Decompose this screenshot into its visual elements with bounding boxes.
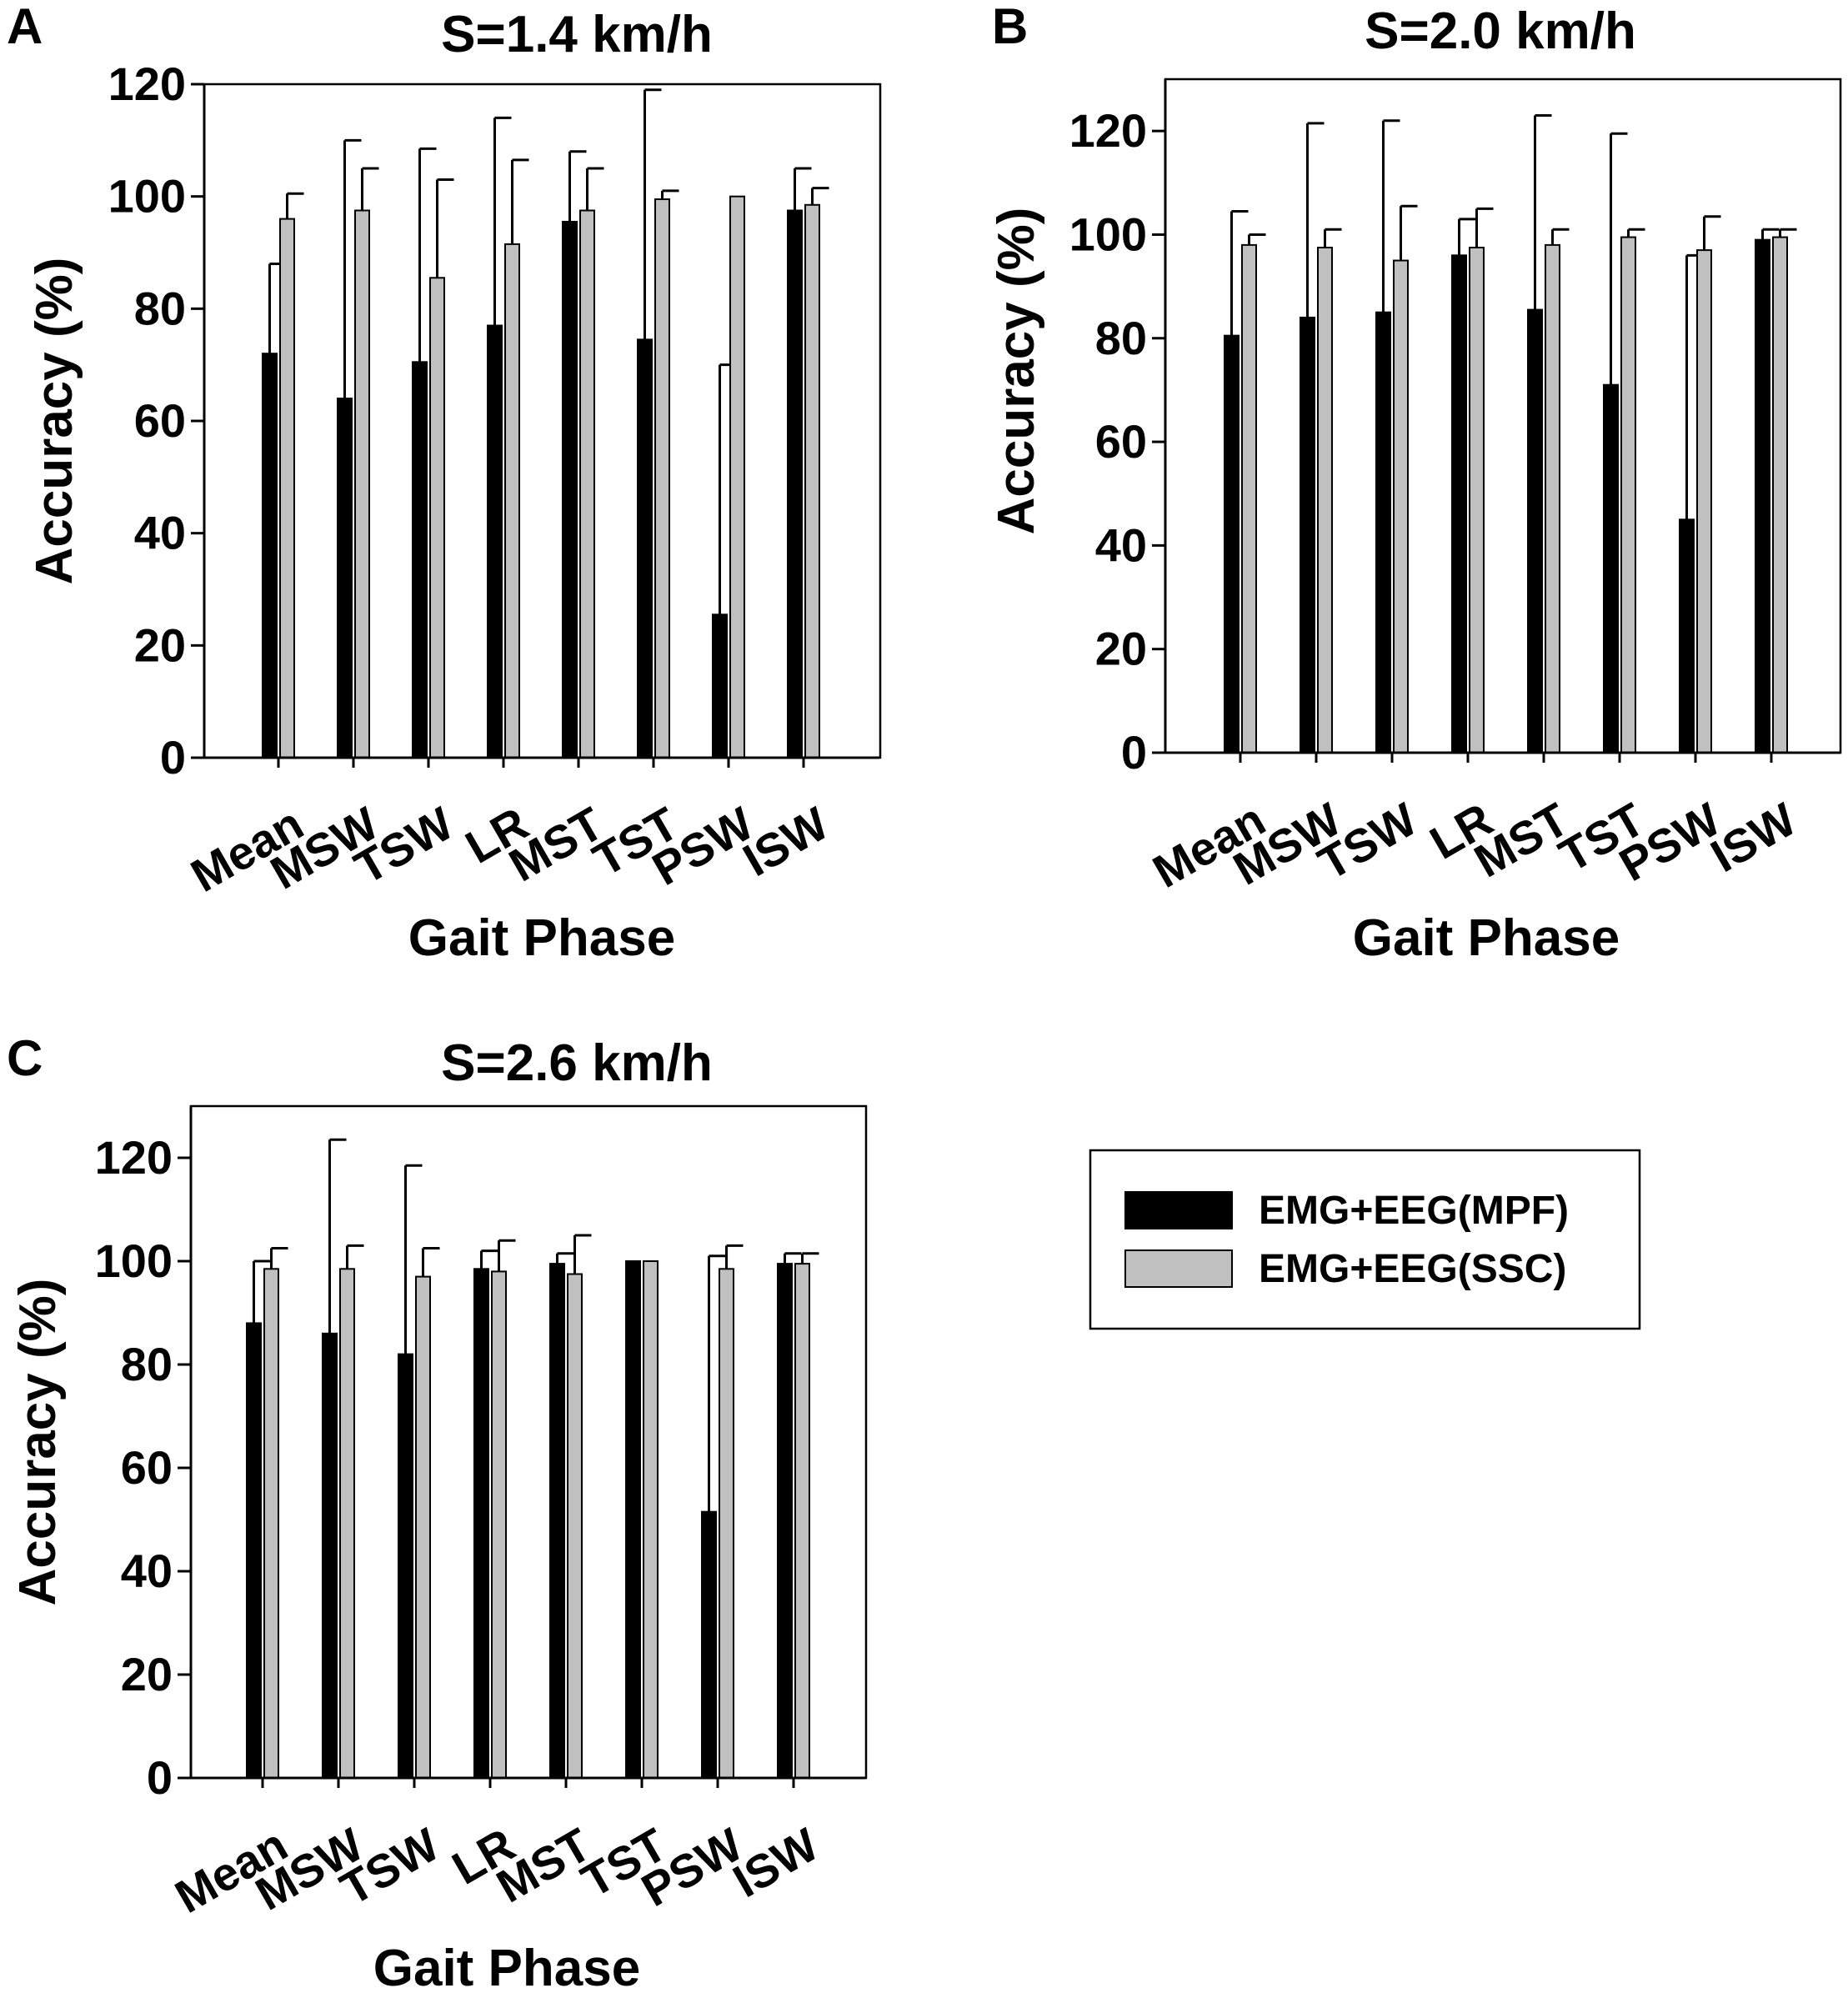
y-tick-label: 40 bbox=[1095, 518, 1147, 571]
y-tick-label: 40 bbox=[134, 507, 186, 559]
bar-ssc-mean bbox=[263, 1268, 279, 1780]
y-tick-label: 60 bbox=[121, 1441, 173, 1494]
bar-mpf-isw bbox=[777, 1263, 793, 1779]
y-tick-label: 80 bbox=[1095, 312, 1147, 364]
y-tick-label: 80 bbox=[134, 282, 186, 334]
bar-ssc-tst bbox=[1620, 236, 1636, 754]
bar-mpf-lr bbox=[1451, 254, 1467, 754]
bar-ssc-isw bbox=[794, 1263, 810, 1779]
legend-swatch-ssc bbox=[1124, 1249, 1233, 1288]
bar-mpf-mst bbox=[562, 220, 578, 759]
y-axis-label-b: Accuracy (%) bbox=[988, 208, 1045, 535]
bar-ssc-msw bbox=[339, 1268, 355, 1780]
bar-ssc-lr bbox=[491, 1270, 507, 1779]
bar-mpf-tsw bbox=[412, 361, 428, 759]
bar-ssc-tst bbox=[654, 198, 670, 759]
bar-mpf-mst bbox=[1527, 308, 1543, 754]
y-tick-label: 40 bbox=[121, 1545, 173, 1597]
bar-ssc-psw bbox=[719, 1268, 734, 1780]
y-tick-label: 100 bbox=[95, 1234, 173, 1287]
y-tick-label: 100 bbox=[1069, 208, 1147, 260]
bar-mpf-mst bbox=[549, 1263, 565, 1779]
y-tick-label: 0 bbox=[1121, 726, 1147, 779]
bar-mpf-psw bbox=[712, 613, 728, 759]
y-tick-label: 20 bbox=[1095, 623, 1147, 675]
y-tick-label: 60 bbox=[134, 394, 186, 447]
bar-mpf-msw bbox=[337, 398, 353, 759]
y-axis-label-a: Accuracy (%) bbox=[26, 258, 83, 585]
bar-ssc-mst bbox=[1545, 243, 1560, 754]
panel-title-a: S=1.4 km/h bbox=[441, 6, 713, 63]
bar-mpf-tst bbox=[625, 1260, 641, 1779]
legend-label-mpf: EMG+EEG(MPF) bbox=[1259, 1189, 1569, 1233]
panel-letter-c: C bbox=[7, 1030, 43, 1086]
bar-mpf-tst bbox=[1603, 383, 1619, 754]
panel-title-b: S=2.0 km/h bbox=[1365, 3, 1636, 60]
bar-ssc-tst bbox=[643, 1260, 659, 1779]
y-tick-label: 80 bbox=[121, 1338, 173, 1390]
y-tick-label: 120 bbox=[1069, 104, 1147, 157]
bar-ssc-tsw bbox=[429, 277, 445, 759]
panel-letter-a: A bbox=[7, 0, 43, 54]
legend-swatch-mpf bbox=[1124, 1191, 1233, 1229]
y-tick-label: 20 bbox=[121, 1648, 173, 1700]
bar-ssc-mst bbox=[579, 209, 595, 759]
y-tick-label: 120 bbox=[108, 58, 186, 110]
y-tick-label: 60 bbox=[1095, 415, 1147, 468]
legend-box bbox=[1089, 1149, 1641, 1330]
bar-ssc-psw bbox=[729, 195, 745, 759]
panel-title-c: S=2.6 km/h bbox=[441, 1034, 713, 1092]
x-axis-label-a: Gait Phase bbox=[408, 909, 675, 967]
y-tick-label: 0 bbox=[160, 731, 186, 784]
y-tick-label: 120 bbox=[95, 1131, 173, 1184]
bar-ssc-msw bbox=[1317, 247, 1333, 754]
panel-b: B S=2.0 km/h 020406080100120MeanMSWTSWLR… bbox=[988, 0, 1842, 967]
bar-mpf-psw bbox=[1679, 518, 1695, 754]
bar-mpf-msw bbox=[322, 1332, 338, 1780]
bar-mpf-tsw bbox=[398, 1353, 413, 1779]
bar-ssc-tsw bbox=[1393, 259, 1409, 754]
bar-mpf-psw bbox=[701, 1510, 717, 1779]
bar-mpf-lr bbox=[473, 1268, 489, 1780]
y-tick-label: 100 bbox=[108, 170, 186, 223]
bar-mpf-lr bbox=[487, 324, 503, 759]
bar-mpf-mean bbox=[246, 1322, 262, 1779]
bar-mpf-msw bbox=[1300, 316, 1315, 754]
bar-mpf-tst bbox=[637, 338, 653, 759]
bar-ssc-isw bbox=[1772, 236, 1788, 754]
bar-ssc-psw bbox=[1696, 249, 1712, 754]
x-axis-label-b: Gait Phase bbox=[1353, 909, 1620, 967]
bar-mpf-isw bbox=[787, 209, 803, 759]
x-axis-label-c: Gait Phase bbox=[373, 1940, 640, 1993]
bar-ssc-lr bbox=[504, 243, 520, 759]
bar-ssc-lr bbox=[1469, 247, 1485, 754]
bar-mpf-tsw bbox=[1375, 311, 1391, 754]
bar-mpf-mean bbox=[262, 353, 278, 759]
y-tick-label: 20 bbox=[134, 618, 186, 671]
bar-ssc-isw bbox=[804, 203, 820, 759]
bar-mpf-mean bbox=[1224, 334, 1240, 754]
bar-ssc-mean bbox=[1241, 243, 1257, 754]
y-axis-label-c: Accuracy (%) bbox=[9, 1279, 67, 1606]
bar-ssc-mean bbox=[279, 218, 295, 759]
legend: EMG+EEG(MPF) EMG+EEG(SSC) bbox=[1089, 1149, 1641, 1330]
bar-ssc-mst bbox=[567, 1273, 583, 1779]
bar-ssc-msw bbox=[354, 209, 370, 759]
legend-label-ssc: EMG+EEG(SSC) bbox=[1259, 1247, 1566, 1291]
y-tick-label: 0 bbox=[147, 1751, 173, 1804]
bar-ssc-tsw bbox=[415, 1275, 431, 1779]
panel-letter-b: B bbox=[992, 0, 1028, 54]
bar-mpf-isw bbox=[1755, 238, 1770, 754]
